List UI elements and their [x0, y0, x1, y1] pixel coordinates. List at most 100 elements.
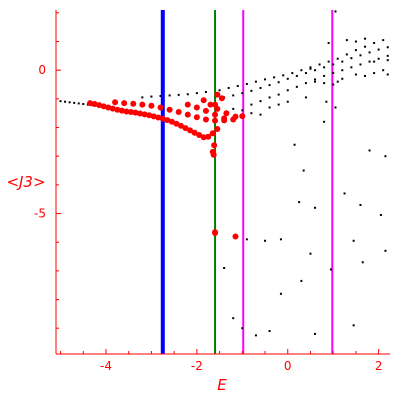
data-point — [364, 37, 367, 40]
data-point — [334, 10, 337, 13]
data-point — [139, 101, 146, 108]
data-point — [336, 57, 339, 60]
data-point — [361, 261, 364, 264]
data-point — [314, 69, 317, 72]
data-point — [59, 100, 62, 103]
data-point — [332, 72, 335, 75]
data-point — [168, 118, 175, 125]
data-point — [327, 60, 330, 63]
data-point — [214, 91, 221, 98]
data-point — [166, 106, 173, 113]
red-point-series — [87, 91, 246, 240]
data-point — [96, 102, 103, 109]
data-point — [223, 110, 230, 117]
data-point — [341, 69, 344, 72]
data-point — [64, 100, 67, 103]
data-point — [268, 106, 271, 109]
data-point — [343, 192, 346, 195]
y-axis-title: <J3> — [6, 173, 45, 191]
x-tick-label: 0 — [284, 359, 292, 373]
data-point — [223, 267, 226, 269]
data-point — [77, 102, 80, 105]
data-point — [384, 249, 387, 252]
data-point — [254, 334, 257, 337]
data-point — [332, 63, 335, 66]
data-point — [232, 113, 239, 120]
data-point — [241, 109, 244, 112]
data-point — [159, 115, 166, 122]
data-point — [87, 100, 94, 107]
data-point — [127, 109, 134, 116]
data-point — [332, 83, 335, 86]
data-point — [293, 143, 296, 146]
data-point — [359, 63, 362, 66]
data-point — [146, 112, 153, 119]
data-point — [350, 66, 353, 69]
data-point — [345, 53, 348, 56]
data-point — [352, 324, 355, 327]
data-point — [273, 76, 276, 79]
data-point — [386, 73, 389, 76]
data-point — [323, 66, 326, 69]
data-point — [202, 116, 209, 123]
data-point — [186, 93, 189, 96]
data-point — [200, 97, 207, 104]
data-point — [325, 100, 328, 103]
data-point — [282, 74, 285, 77]
data-point — [259, 86, 262, 89]
data-point — [359, 54, 362, 57]
data-point — [327, 41, 330, 44]
vertical-markers — [160, 10, 334, 354]
data-point — [364, 74, 367, 77]
x-tick-label: 2 — [375, 359, 383, 373]
data-point — [241, 92, 244, 95]
data-point — [118, 107, 125, 114]
data-point — [210, 151, 217, 158]
x-tick-label: -2 — [191, 359, 203, 373]
data-point — [141, 96, 144, 99]
data-point — [195, 92, 198, 95]
data-point — [177, 93, 180, 96]
y-tick-label: 0 — [38, 63, 46, 77]
data-point — [200, 134, 207, 141]
data-point — [123, 108, 130, 115]
data-point — [314, 332, 317, 335]
data-point — [148, 102, 155, 109]
data-point — [298, 201, 301, 204]
data-point — [302, 169, 305, 172]
data-point — [329, 268, 332, 271]
data-point — [141, 111, 148, 118]
data-point — [295, 85, 298, 88]
data-point — [336, 80, 339, 83]
data-point — [345, 39, 348, 42]
data-point — [68, 101, 71, 104]
data-point — [286, 77, 289, 80]
data-point — [379, 213, 382, 216]
data-point — [187, 127, 194, 134]
x-axis-title: E — [217, 376, 227, 394]
data-point — [100, 103, 107, 110]
data-point — [377, 48, 380, 51]
data-point — [218, 89, 221, 92]
data-point — [232, 94, 235, 97]
data-point — [175, 109, 182, 116]
data-point — [264, 239, 267, 242]
data-point — [245, 82, 248, 85]
data-point — [314, 80, 317, 83]
data-point — [182, 125, 189, 132]
data-point — [377, 57, 380, 60]
data-point — [241, 327, 244, 330]
data-point — [239, 113, 246, 120]
data-point — [354, 73, 357, 76]
data-point — [232, 317, 235, 320]
data-point — [168, 94, 171, 97]
data-point — [211, 142, 218, 149]
data-point — [373, 41, 376, 44]
data-point — [82, 103, 85, 106]
data-point — [368, 149, 371, 152]
data-point — [354, 49, 357, 52]
data-point — [109, 105, 116, 112]
data-point — [227, 86, 230, 89]
data-point — [352, 239, 355, 242]
